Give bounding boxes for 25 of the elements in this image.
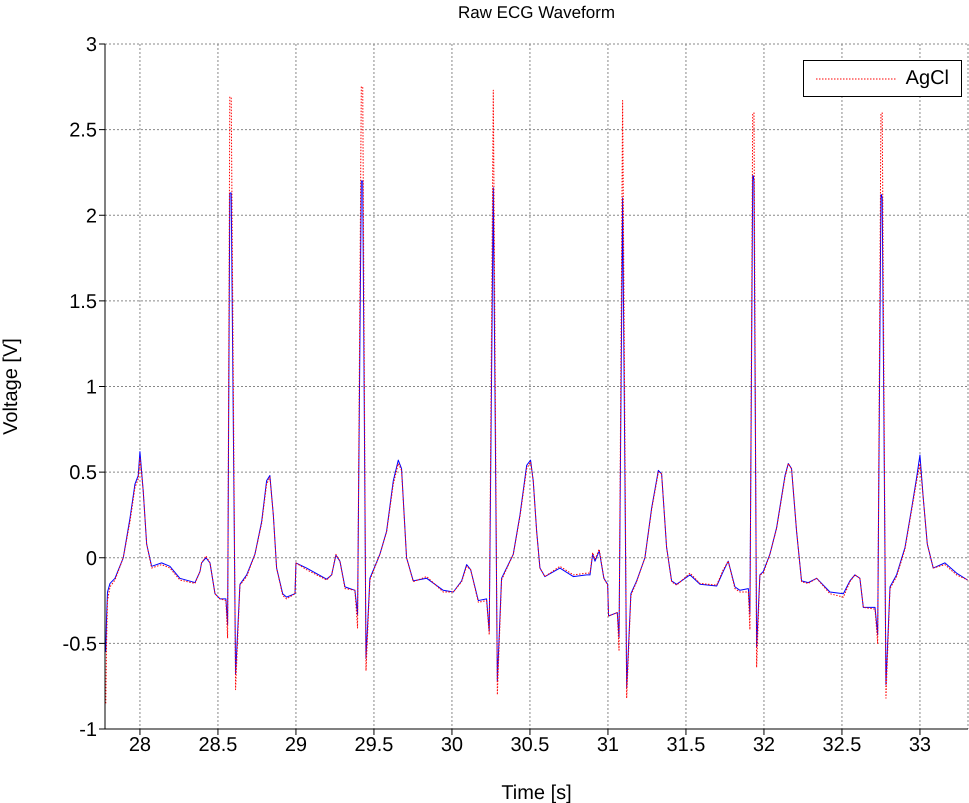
x-tick-label: 29.5 <box>354 734 394 756</box>
x-tick-label: 28.5 <box>198 734 238 756</box>
chart-title: Raw ECG Waveform <box>456 3 616 23</box>
y-axis-title: Voltage [V] <box>0 338 22 435</box>
line-series <box>105 175 968 688</box>
x-tick-label: 30.5 <box>510 734 550 756</box>
x-tick-label: 31 <box>596 734 620 756</box>
y-tick-label: -0.5 <box>62 633 97 656</box>
y-tick-label: 3 <box>86 34 97 56</box>
x-tick-label: 30 <box>440 734 464 756</box>
y-tick-label: -1 <box>79 719 97 742</box>
y-tick-label: 2 <box>86 205 97 228</box>
x-tick-label: 33 <box>908 734 932 756</box>
y-tick-label: 2.5 <box>69 120 97 142</box>
x-tick-label: 32 <box>752 734 776 756</box>
x-axis-title: Time [s] <box>501 782 572 803</box>
x-tick-label: 31.5 <box>666 734 706 756</box>
y-tick-label: 1 <box>86 376 97 399</box>
x-tick-label: 28 <box>128 734 152 756</box>
y-tick-label: 0.5 <box>69 462 97 484</box>
x-tick-label: 32.5 <box>822 734 862 756</box>
x-tick-label: 29 <box>284 734 308 756</box>
legend-label: AgCl <box>906 67 949 90</box>
y-tick-label: 1.5 <box>69 290 97 313</box>
y-tick-label: 0 <box>86 548 97 570</box>
